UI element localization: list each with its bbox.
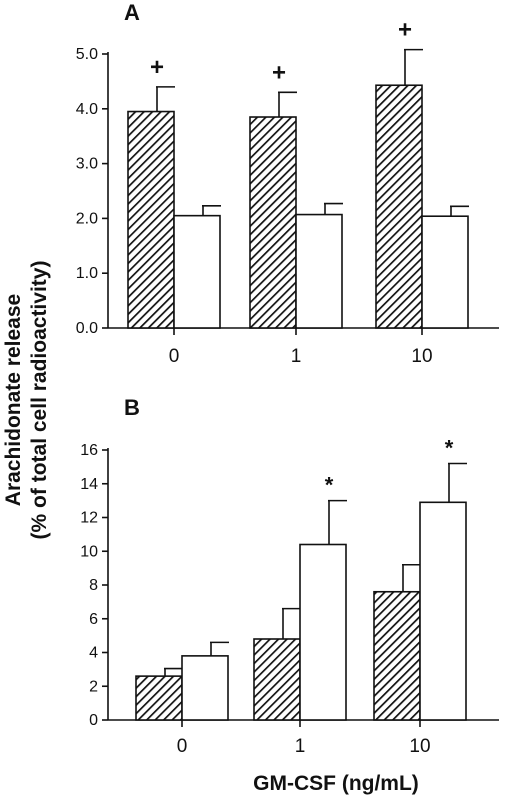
y-tick-label: 8 [89,577,98,594]
y-tick-label: 0.0 [76,320,98,337]
bar-hatched [249,116,297,329]
significance-marker: + [150,54,164,81]
bar-hatched [127,110,175,329]
y-tick-label: 2.0 [76,210,98,227]
significance-marker: * [325,473,334,498]
x-tick-label: 1 [291,346,302,367]
bar-hatched [373,590,421,721]
panel-letter: B [124,395,140,420]
significance-marker: + [272,59,286,86]
y-tick-label: 6 [89,611,98,628]
y-tick-label: 1.0 [76,265,98,282]
bar-hatched [375,84,423,329]
bar-open [173,214,221,329]
bar-open [181,655,229,721]
x-tick-label: 10 [409,736,430,757]
x-tick-label: 0 [177,736,188,757]
bar-open [421,215,469,329]
x-tick-label: 1 [295,736,306,757]
bar-hatched [135,675,183,721]
y-axis-label-line1: Arachidonate release [2,294,25,506]
significance-marker: * [445,436,454,461]
y-tick-label: 12 [80,510,98,527]
bar-open [419,501,467,721]
y-tick-label: 3.0 [76,156,98,173]
bar-open [295,213,343,329]
significance-marker: + [398,17,412,44]
x-axis-label: GM-CSF (ng/mL) [253,772,419,795]
y-tick-label: 2 [89,678,98,695]
panel-a: A 0.0 1.0 2.0 3.0 4.0 5.0 0 1 10 + + + [76,0,499,367]
x-tick-label: 10 [411,346,432,367]
panel-b: B 0 2 4 6 8 10 12 14 16 0 1 10 * * [80,395,499,757]
y-tick-label: 4 [89,645,98,662]
bar-open [299,543,347,721]
y-tick-label: 14 [80,476,98,493]
y-tick-label: 4.0 [76,101,98,118]
x-tick-label: 0 [169,346,180,367]
y-tick-label: 0 [89,712,98,729]
y-tick-label: 16 [80,442,98,459]
bar-hatched [253,638,301,721]
y-axis-label-line2: (% of total cell radioactivity) [28,261,51,540]
y-tick-label: 5.0 [76,46,98,63]
panel-letter: A [124,0,140,25]
y-tick-label: 10 [80,543,98,560]
